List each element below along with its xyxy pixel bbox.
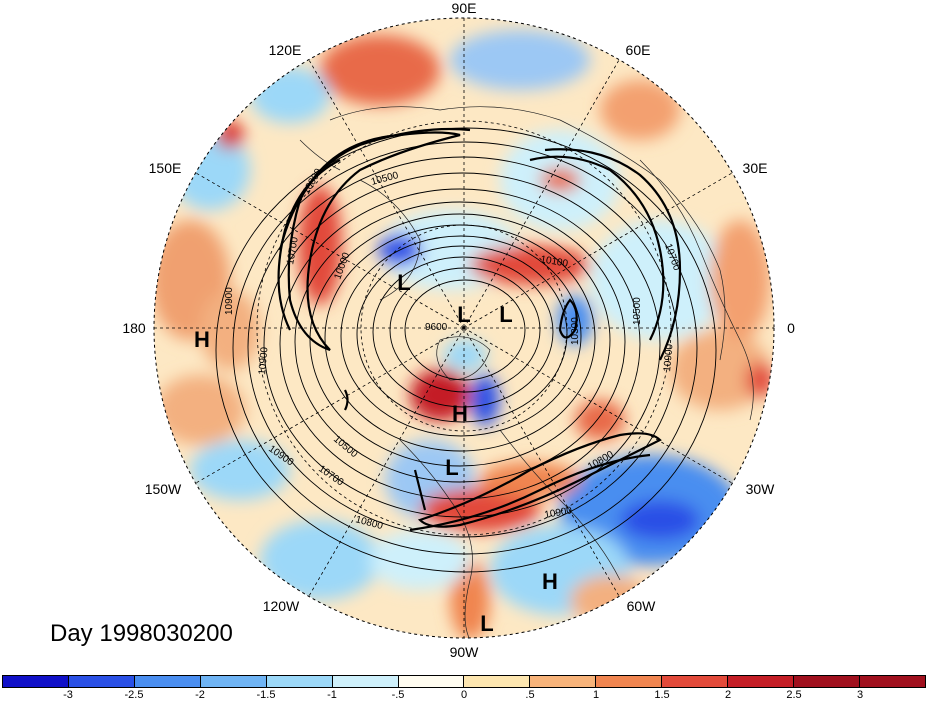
high-pressure-center: H xyxy=(542,569,558,594)
color-scale-cell xyxy=(794,676,860,687)
color-scale-cell xyxy=(266,676,333,687)
color-scale-label: -1.5 xyxy=(256,689,276,701)
lon-label-60w: 60W xyxy=(627,598,657,614)
map-title: Day 1998030200 xyxy=(50,620,233,647)
low-pressure-center: L xyxy=(397,270,410,295)
pressure-centers: H L L L H L H L xyxy=(194,270,558,636)
color-scale-cell xyxy=(464,676,531,687)
jet-contours xyxy=(277,127,682,532)
lon-label-120e: 120E xyxy=(269,42,302,58)
color-scale-label: -2 xyxy=(195,689,205,701)
longitude-labels: 90E 60E 120E 150E 30E 180 0 150W 30W 120… xyxy=(122,0,795,660)
low-pressure-center: L xyxy=(457,302,470,327)
lon-label-120w: 120W xyxy=(263,598,300,614)
color-scale-label: 0 xyxy=(460,689,468,701)
contour-label: 10900 xyxy=(662,343,675,372)
contour-label: 10500 xyxy=(632,297,643,325)
contour-label: 10700 xyxy=(285,236,301,266)
color-scale-label: -3 xyxy=(63,689,73,701)
lon-label-0: 0 xyxy=(787,320,795,336)
lon-label-150w: 150W xyxy=(145,481,182,497)
color-scale-label: 1 xyxy=(592,689,600,701)
lon-label-30e: 30E xyxy=(743,160,768,176)
color-scale-cell xyxy=(134,676,201,687)
color-scale-cell xyxy=(332,676,399,687)
color-scale-cell xyxy=(728,676,795,687)
color-scale-cell xyxy=(68,676,135,687)
color-scale-bar xyxy=(2,675,926,688)
contour-label: 10300 xyxy=(570,317,581,345)
color-scale-labels: -3 -2.5 -2 -1.5 -1 -.5 0 .5 1 1.5 2 2.5 3 xyxy=(2,689,926,702)
color-scale-cell xyxy=(200,676,267,687)
color-scale-cell xyxy=(530,676,597,687)
contour-label: 10900 xyxy=(544,505,574,521)
contour-label: 10100 xyxy=(539,254,569,270)
color-scale-label: -.5 xyxy=(391,689,405,701)
map-boundary xyxy=(153,17,775,639)
color-scale-cell xyxy=(859,676,925,687)
color-scale-label: 1.5 xyxy=(654,689,670,701)
color-scale-cell xyxy=(3,676,69,687)
low-pressure-center: L xyxy=(499,302,512,327)
color-scale-label: -1 xyxy=(327,689,337,701)
color-scale-label: 2 xyxy=(724,689,732,701)
coastlines xyxy=(299,106,754,638)
lon-label-90e: 90E xyxy=(452,0,477,16)
high-pressure-center: H xyxy=(452,401,468,426)
color-scale-cell xyxy=(398,676,465,687)
color-scale-label: .5 xyxy=(525,689,535,701)
color-scale-cell xyxy=(596,676,663,687)
contour-label: 9600 xyxy=(425,322,448,333)
height-contours xyxy=(215,127,717,573)
color-scale-label: 3 xyxy=(856,689,864,701)
color-scale-cell xyxy=(662,676,729,687)
lon-label-90w: 90W xyxy=(450,644,480,660)
low-pressure-center: L xyxy=(480,611,493,636)
lon-label-150e: 150E xyxy=(149,160,182,176)
low-pressure-center: L xyxy=(445,455,458,480)
lon-label-60e: 60E xyxy=(626,42,651,58)
lon-label-180: 180 xyxy=(122,320,146,336)
lon-label-30w: 30W xyxy=(746,481,776,497)
contour-label: 10900 xyxy=(224,287,235,315)
color-scale-label: 2.5 xyxy=(786,689,802,701)
color-scale-label: -2.5 xyxy=(124,689,144,701)
high-pressure-center: H xyxy=(194,327,210,352)
contour-label: 10900 xyxy=(257,346,270,375)
